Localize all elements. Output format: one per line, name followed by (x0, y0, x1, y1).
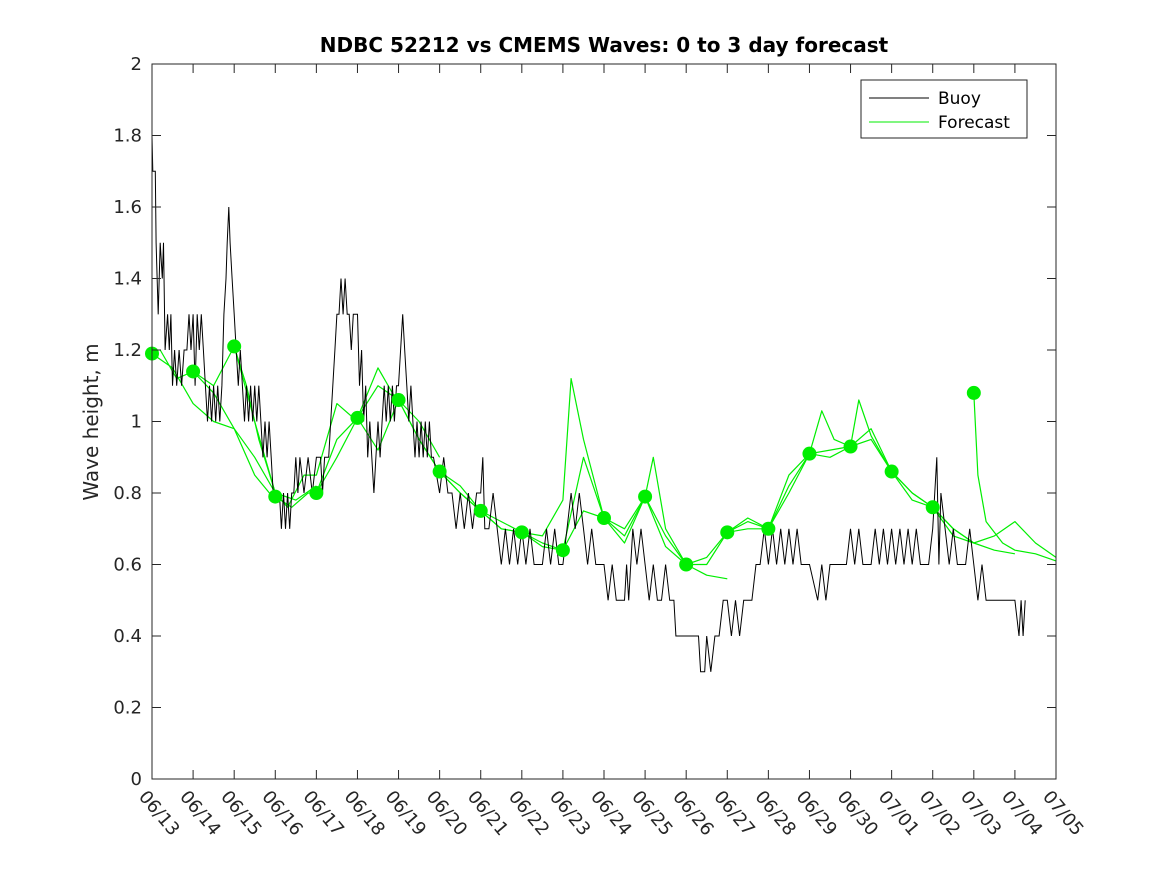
y-tick-label: 1.6 (113, 197, 142, 218)
x-tick-label: 06/19 (381, 787, 430, 840)
x-tick-label: 06/22 (504, 787, 553, 840)
forecast-line (973, 392, 1057, 562)
forecast-marker (802, 446, 817, 461)
forecast-line (727, 410, 851, 533)
forecast-line (315, 399, 441, 494)
x-tick-label: 06/25 (627, 787, 676, 840)
axes-frame (151, 63, 1057, 780)
x-tick-label: 06/28 (751, 787, 800, 840)
y-tick-label: 0 (131, 769, 142, 790)
legend-box (860, 79, 1028, 139)
legend-buoy-label: Buoy (938, 89, 981, 109)
legend-forecast-label: Forecast (938, 113, 1010, 133)
x-tick-label: 06/30 (833, 787, 882, 840)
x-tick-label: 06/18 (340, 787, 389, 840)
x-tick-label: 07/01 (874, 787, 923, 840)
forecast-line (274, 367, 400, 508)
x-tick-label: 07/02 (915, 787, 964, 840)
y-tick-label: 2 (131, 54, 142, 75)
forecast-marker (679, 557, 694, 572)
forecast-marker (925, 500, 940, 515)
forecast-marker (268, 489, 283, 504)
forecast-line (644, 496, 769, 566)
forecast-marker (843, 439, 858, 454)
series-layer (145, 135, 1057, 673)
forecast-marker (884, 464, 899, 479)
x-tick-label: 06/24 (586, 787, 635, 840)
forecast-line (603, 496, 728, 580)
y-tick-label: 1.4 (113, 269, 142, 290)
forecast-marker (966, 385, 981, 400)
forecast-marker (514, 525, 529, 540)
x-tick-label: 07/05 (1038, 787, 1087, 840)
y-tick-label: 0.8 (113, 483, 142, 504)
x-tick-label: 07/04 (997, 787, 1046, 840)
forecast-marker (350, 410, 365, 425)
legend: Buoy Forecast (860, 79, 1028, 139)
x-tick-label: 06/20 (422, 787, 471, 840)
forecast-marker (391, 393, 406, 408)
forecast-marker (597, 511, 611, 526)
plot-background (152, 64, 1056, 779)
y-tick-label: 1.2 (113, 340, 142, 361)
x-tick-label: 07/03 (956, 787, 1005, 840)
forecast-line (233, 346, 358, 508)
forecast-line (562, 456, 687, 565)
y-tick-label: 1.8 (113, 126, 142, 147)
x-tick-label: 06/29 (792, 787, 841, 840)
forecast-line (891, 471, 1016, 555)
forecast-marker (555, 543, 570, 558)
forecast-line (480, 378, 605, 537)
forecast-marker (761, 521, 776, 536)
x-tick-label: 06/13 (134, 787, 183, 840)
forecast-marker (432, 464, 447, 479)
forecast-marker (186, 364, 201, 379)
plot-area (152, 64, 1056, 779)
y-tick-label: 1 (131, 412, 142, 433)
x-tick-label: 06/16 (257, 787, 306, 840)
forecast-line (521, 456, 646, 551)
y-axis-label: Wave height, m (79, 343, 103, 500)
x-tick-label: 06/17 (299, 787, 348, 840)
x-tick-label: 06/26 (668, 787, 717, 840)
forecast-marker (473, 503, 488, 518)
x-tick-label: 06/14 (175, 787, 224, 840)
y-tick-label: 0.4 (113, 626, 142, 647)
x-tick-label: 06/15 (216, 787, 265, 840)
chart-title: NDBC 52212 vs CMEMS Waves: 0 to 3 day fo… (320, 33, 889, 57)
x-tick-label: 06/23 (545, 787, 594, 840)
x-tick-label: 06/21 (463, 787, 512, 840)
forecast-marker (227, 339, 242, 354)
forecast-line (686, 453, 811, 566)
forecast-marker (638, 489, 653, 504)
x-tick-label: 06/27 (709, 787, 758, 840)
y-tick-label: 0.6 (113, 555, 142, 576)
y-tick-label: 0.2 (113, 698, 142, 719)
buoy-line (151, 135, 1026, 673)
forecast-marker (309, 486, 324, 500)
forecast-marker (720, 525, 735, 540)
